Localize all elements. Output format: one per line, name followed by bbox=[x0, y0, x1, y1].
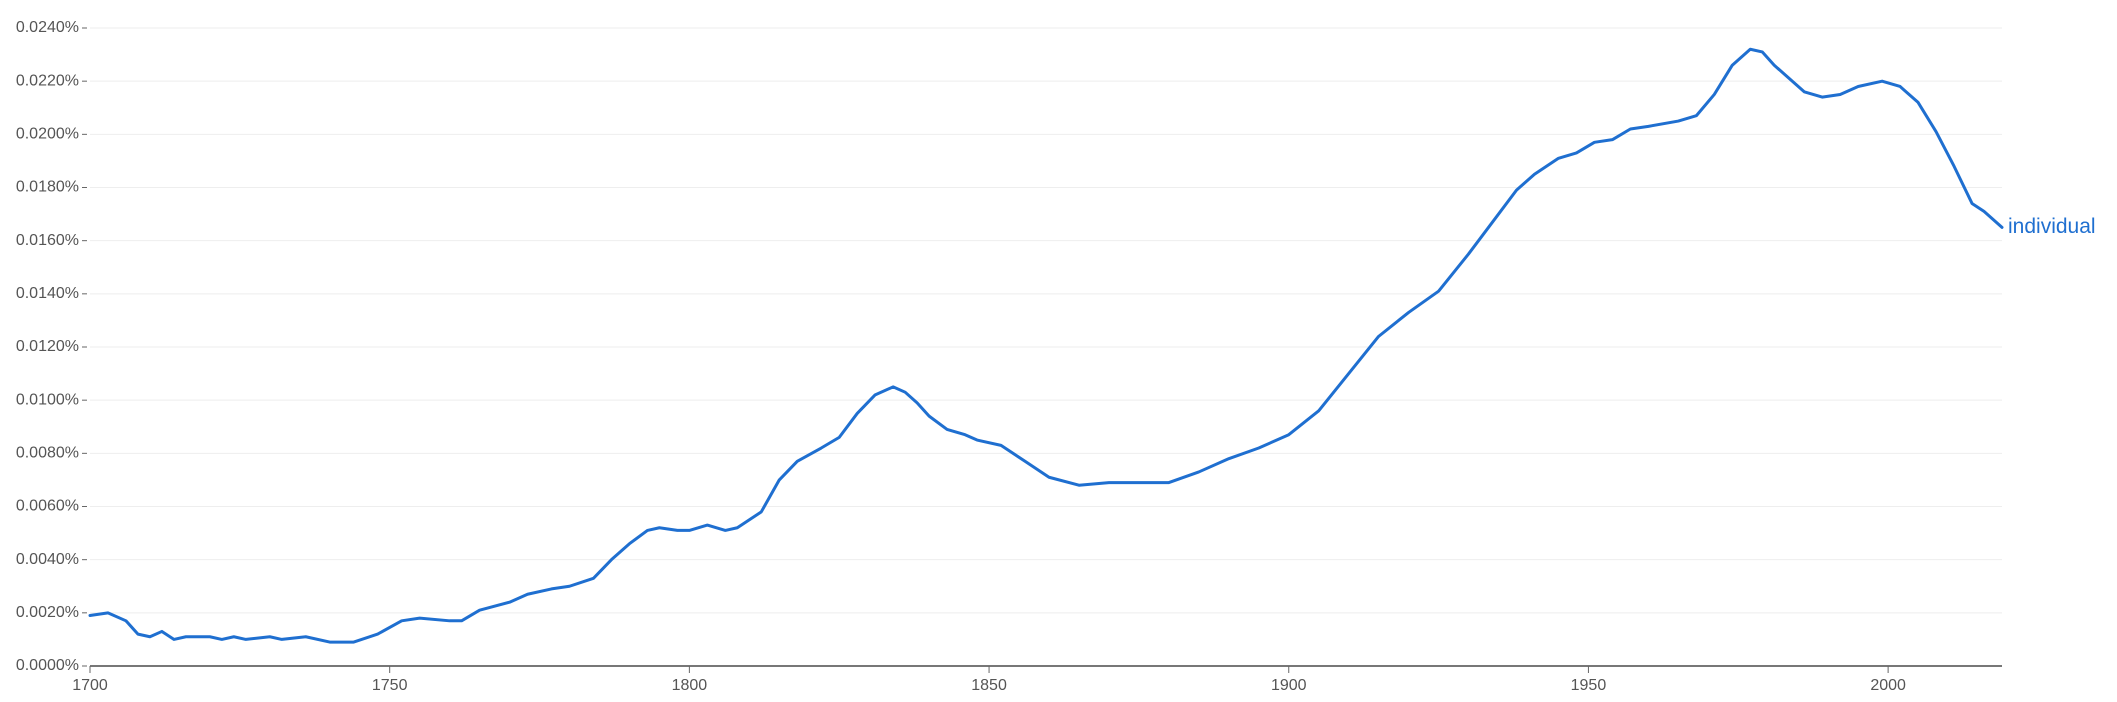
y-tick-label: 0.0000% bbox=[16, 657, 79, 674]
y-tick-label: 0.0220% bbox=[16, 72, 79, 89]
y-tick-label: 0.0200% bbox=[16, 126, 79, 143]
y-tick-label: 0.0240% bbox=[16, 19, 79, 36]
x-tick-label: 1850 bbox=[971, 677, 1007, 694]
x-tick-label: 1900 bbox=[1271, 677, 1307, 694]
y-tick-label: 0.0040% bbox=[16, 551, 79, 568]
x-tick-label: 2000 bbox=[1870, 677, 1906, 694]
y-tick-label: 0.0140% bbox=[16, 285, 79, 302]
y-tick-label: 0.0060% bbox=[16, 498, 79, 515]
y-tick-label: 0.0160% bbox=[16, 232, 79, 249]
x-tick-label: 1750 bbox=[372, 677, 408, 694]
y-tick-label: 0.0020% bbox=[16, 604, 79, 621]
y-tick-label: 0.0080% bbox=[16, 445, 79, 462]
y-tick-label: 0.0120% bbox=[16, 338, 79, 355]
series-label: individual bbox=[2008, 215, 2096, 238]
series-line bbox=[88, 47, 2004, 644]
x-tick-label: 1950 bbox=[1571, 677, 1607, 694]
y-tick-label: 0.0180% bbox=[16, 179, 79, 196]
x-tick-label: 1700 bbox=[72, 677, 108, 694]
x-tick-label: 1800 bbox=[672, 677, 708, 694]
y-tick-label: 0.0100% bbox=[16, 391, 79, 408]
